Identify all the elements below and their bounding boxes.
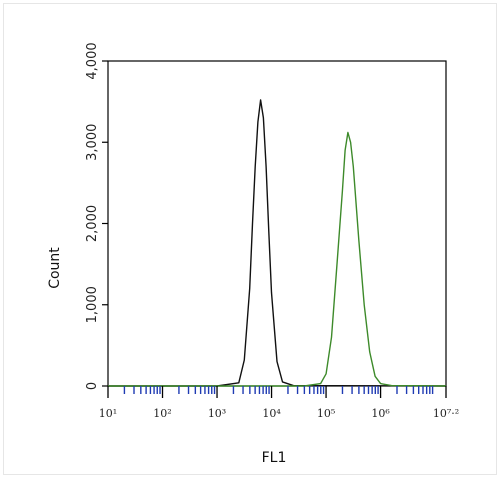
y-axis: 0 1,000 2,000 3,000 4,000 — [85, 42, 108, 390]
x-axis-title: FL1 — [262, 450, 287, 466]
y-tick-label: 3,000 — [85, 124, 100, 161]
series-line-1 — [108, 99, 447, 387]
plot-border — [107, 60, 447, 387]
x-tick-label: 10² — [153, 407, 171, 420]
series-line-2 — [108, 131, 447, 387]
x-tick-label: 10¹ — [99, 407, 117, 420]
chart-frame: 0 1,000 2,000 3,000 4,000 10¹ 10² 10³ 10⁴ 10⁵ 10⁶… — [3, 3, 497, 475]
y-tick-label: 0 — [85, 382, 100, 390]
y-tick-label: 4,000 — [85, 42, 100, 79]
x-axis: 10¹ 10² 10³ 10⁴ 10⁵ 10⁶ 10⁷·² — [99, 386, 459, 420]
x-tick-label: 10⁶ — [371, 407, 390, 420]
y-axis-title: Count — [47, 247, 63, 289]
x-tick-label: 10⁷·² — [433, 407, 459, 420]
x-tick-label: 10⁵ — [317, 407, 335, 420]
plot-area — [107, 60, 447, 387]
y-tick-label: 2,000 — [85, 205, 100, 242]
histogram-chart: 0 1,000 2,000 3,000 4,000 10¹ 10² 10³ 10⁴ 10⁵ 10⁶… — [47, 42, 459, 466]
series-layer — [108, 99, 447, 387]
x-tick-label: 10⁴ — [262, 407, 281, 420]
y-tick-label: 1,000 — [85, 286, 100, 323]
x-tick-label: 10³ — [208, 407, 226, 420]
